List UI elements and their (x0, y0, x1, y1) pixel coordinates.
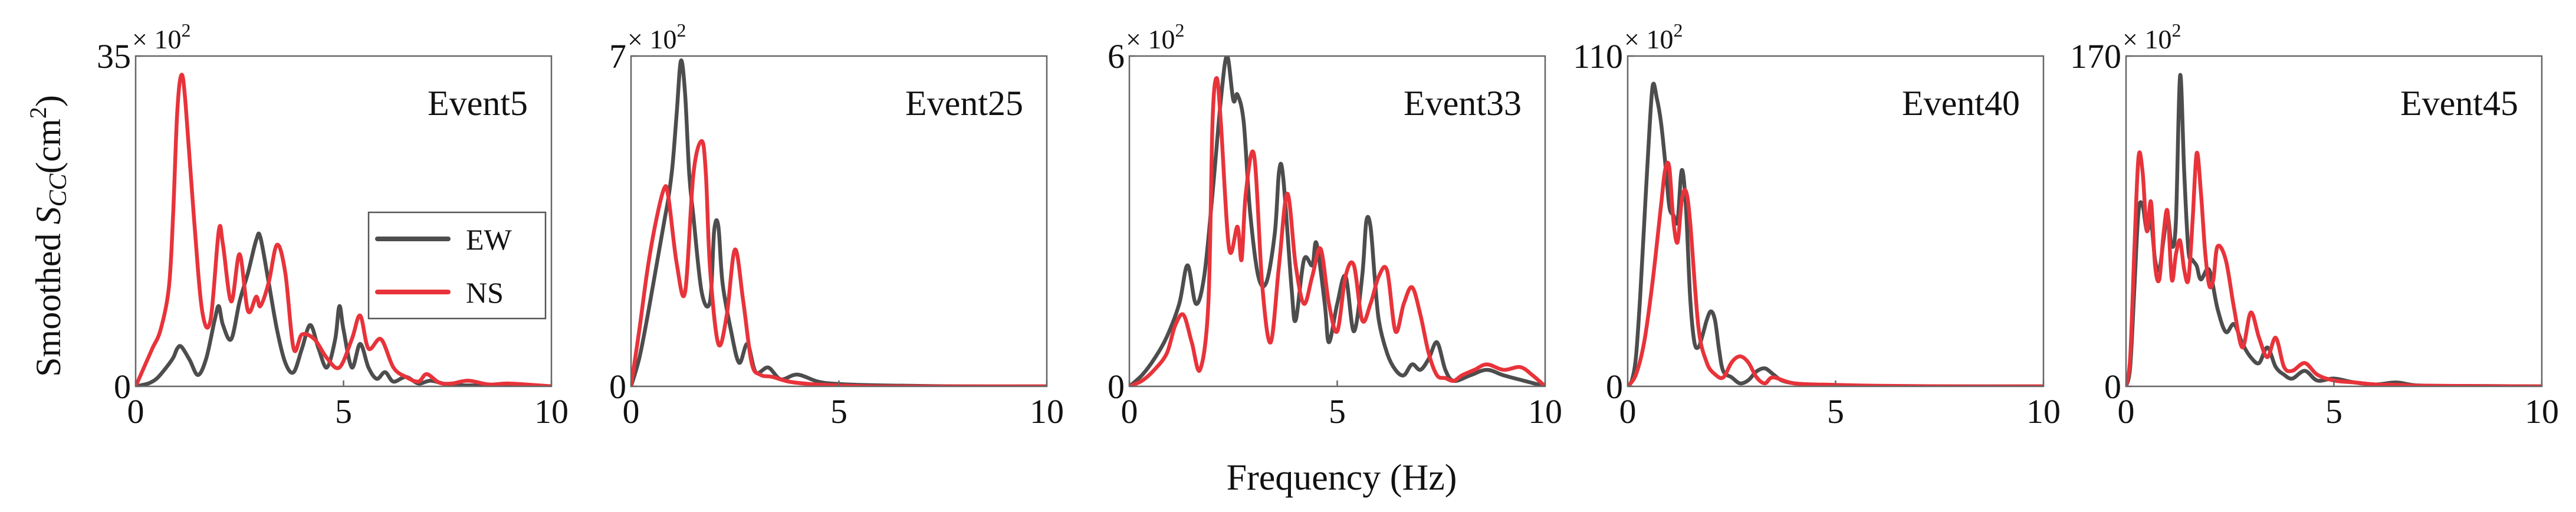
y-tick-label: 0 (1606, 367, 1623, 406)
legend: EW NS (367, 211, 547, 320)
y-tick-label: 6 (1108, 37, 1125, 76)
series-line-ns (1129, 76, 1545, 386)
y-tick-label: 0 (609, 367, 626, 406)
x-tick-label: 10 (1030, 392, 1064, 431)
panel-title: Event33 (1404, 84, 1522, 123)
y-tick-label: 0 (114, 367, 131, 406)
x-tick-label: 5 (1827, 392, 1844, 431)
x-tick-label: 5 (1329, 392, 1346, 431)
x-tick-label: 10 (2026, 392, 2061, 431)
x-tick-label: 10 (534, 392, 569, 431)
x-tick-label: 10 (2525, 392, 2559, 431)
legend-label-ns: NS (466, 276, 504, 309)
series-line-ns (136, 73, 551, 386)
y-tick-label: 7 (609, 37, 626, 76)
panel-title: Event45 (2400, 84, 2518, 123)
y-tick-label: 110 (1573, 37, 1623, 76)
legend-label-ew: EW (466, 223, 512, 256)
y-tick-label: 35 (97, 37, 131, 76)
chart-panel-2: 0 5 10 0 7 × 102 Event25 (609, 19, 1064, 431)
series-line-ns (2126, 150, 2542, 386)
chart-panel-4: 0 5 10 0 110 × 102 Event40 (1573, 19, 2061, 431)
series-line-ns (631, 139, 1047, 386)
x-tick-label: 10 (1528, 392, 1562, 431)
y-axis-label: Smoothed SCC(cm2) (25, 95, 72, 377)
series-line-ew (136, 231, 551, 386)
y-axis-multiplier: × 102 (1126, 19, 1184, 54)
chart-panel-3: 0 5 10 0 6 × 102 Event33 (1108, 19, 1562, 431)
legend-box (367, 211, 547, 320)
chart-panel-1: 0 5 10 0 35 × 102 Event5 (97, 19, 569, 431)
x-tick-label: 0 (1121, 392, 1138, 431)
x-tick-label: 5 (830, 392, 847, 431)
y-tick-label: 0 (2104, 367, 2121, 406)
series-line-ns (1628, 160, 2043, 386)
y-axis-multiplier: × 102 (132, 19, 190, 54)
chart-panel-5: 0 5 10 0 170 × 102 Event45 (2070, 19, 2559, 431)
y-tick-label: 170 (2070, 37, 2121, 76)
panel-title: Event25 (905, 84, 1023, 123)
y-axis-multiplier: × 102 (1624, 19, 1683, 54)
x-tick-label: 5 (335, 392, 352, 431)
panel-title: Event40 (1902, 84, 2020, 123)
x-tick-label: 5 (2325, 392, 2342, 431)
x-axis-label: Frequency (Hz) (1227, 458, 1457, 498)
x-tick-label: 0 (623, 392, 640, 431)
panel-title: Event5 (428, 84, 528, 123)
x-tick-label: 0 (2118, 392, 2135, 431)
y-axis-multiplier: × 102 (627, 19, 686, 54)
y-tick-label: 0 (1108, 367, 1125, 406)
x-tick-label: 0 (127, 392, 144, 431)
y-axis-multiplier: × 102 (2122, 19, 2181, 54)
series-line-ew (1129, 56, 1545, 386)
x-tick-label: 0 (1619, 392, 1637, 431)
